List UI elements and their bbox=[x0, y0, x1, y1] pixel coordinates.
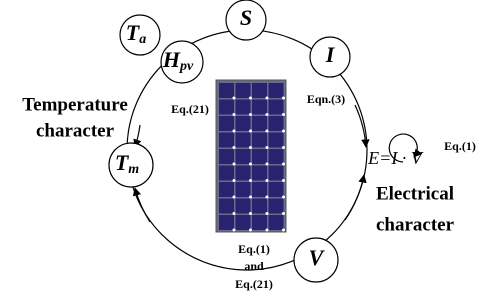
cell bbox=[219, 83, 234, 98]
cell-dot bbox=[233, 229, 236, 232]
node-subscript: pv bbox=[179, 59, 194, 74]
cell-dot bbox=[233, 130, 236, 133]
cell-dot bbox=[233, 163, 236, 166]
cell-dot bbox=[282, 179, 285, 182]
cell-dot bbox=[282, 229, 285, 232]
cell bbox=[269, 182, 284, 197]
cell-dot bbox=[249, 97, 252, 100]
cell bbox=[252, 133, 267, 148]
cell bbox=[252, 100, 267, 115]
node-symbol: S bbox=[240, 5, 252, 30]
equation: E=I · V bbox=[367, 148, 424, 168]
cell bbox=[219, 182, 234, 197]
cell bbox=[236, 166, 251, 181]
cell bbox=[252, 182, 267, 197]
solar-panel bbox=[216, 80, 286, 232]
cell-dot bbox=[282, 163, 285, 166]
cell bbox=[269, 116, 284, 131]
cell-dot bbox=[266, 229, 269, 232]
arrow bbox=[345, 175, 364, 220]
cell bbox=[269, 149, 284, 164]
cell-dot bbox=[249, 113, 252, 116]
cell-dot bbox=[233, 146, 236, 149]
cell bbox=[236, 100, 251, 115]
cell-dot bbox=[249, 163, 252, 166]
electrical-label: character bbox=[376, 214, 455, 235]
cell bbox=[252, 215, 267, 230]
cell bbox=[236, 116, 251, 131]
cell-dot bbox=[266, 146, 269, 149]
node-subscript: m bbox=[128, 162, 139, 177]
cell-dot bbox=[233, 179, 236, 182]
cell bbox=[219, 215, 234, 230]
cell bbox=[252, 199, 267, 214]
cell bbox=[236, 182, 251, 197]
cell bbox=[269, 133, 284, 148]
cell-dot bbox=[233, 113, 236, 116]
cell bbox=[219, 149, 234, 164]
eq-label: Eq.(21) bbox=[235, 277, 273, 291]
temperature-label: character bbox=[36, 120, 115, 141]
cell bbox=[236, 215, 251, 230]
cell bbox=[252, 149, 267, 164]
cell-dot bbox=[282, 196, 285, 199]
cell-dot bbox=[233, 196, 236, 199]
cell bbox=[252, 83, 267, 98]
equation-lhs: E bbox=[367, 148, 379, 168]
equation-rhs: =I · V bbox=[379, 148, 424, 168]
cell bbox=[269, 199, 284, 214]
cell bbox=[269, 166, 284, 181]
cell bbox=[269, 100, 284, 115]
cell bbox=[236, 149, 251, 164]
cell-dot bbox=[249, 179, 252, 182]
cell bbox=[219, 166, 234, 181]
eq-label: Eq.(1) bbox=[444, 139, 476, 153]
cell-dot bbox=[266, 179, 269, 182]
diagram: TaHpvSITmV Temperature character Eq.(21)… bbox=[0, 0, 481, 297]
cell-dot bbox=[249, 196, 252, 199]
cell-dot bbox=[282, 146, 285, 149]
node-label: I bbox=[325, 42, 336, 67]
eq-label: and bbox=[244, 259, 264, 273]
cell-dot bbox=[266, 130, 269, 133]
node-label: S bbox=[240, 5, 252, 30]
cell bbox=[236, 133, 251, 148]
cell-dot bbox=[266, 163, 269, 166]
cell-dot bbox=[282, 212, 285, 215]
temperature-label: Temperature bbox=[22, 94, 128, 115]
node-label: V bbox=[309, 245, 326, 270]
node-symbol: H bbox=[162, 47, 181, 72]
cell bbox=[219, 116, 234, 131]
cell-dot bbox=[282, 130, 285, 133]
cell bbox=[252, 166, 267, 181]
cell-dot bbox=[266, 212, 269, 215]
node-symbol: V bbox=[309, 245, 326, 270]
eq-label: Eqn.(3) bbox=[307, 92, 345, 106]
cell bbox=[269, 215, 284, 230]
eq-label: Eq.(21) bbox=[171, 102, 209, 116]
cell-dot bbox=[233, 97, 236, 100]
cell-dot bbox=[282, 113, 285, 116]
node-symbol: I bbox=[325, 42, 336, 67]
eq-label: Eq.(1) bbox=[238, 242, 270, 256]
cell bbox=[219, 100, 234, 115]
cell bbox=[269, 83, 284, 98]
cell bbox=[252, 116, 267, 131]
cell bbox=[219, 133, 234, 148]
node-subscript: a bbox=[139, 32, 146, 47]
cell bbox=[219, 199, 234, 214]
cell-dot bbox=[266, 196, 269, 199]
cell-dot bbox=[282, 97, 285, 100]
cell-dot bbox=[249, 146, 252, 149]
cell-dot bbox=[266, 113, 269, 116]
cell-dot bbox=[249, 229, 252, 232]
electrical-label: Electrical bbox=[376, 183, 454, 204]
cell bbox=[236, 83, 251, 98]
cell-dot bbox=[266, 97, 269, 100]
cell-dot bbox=[249, 130, 252, 133]
cell bbox=[236, 199, 251, 214]
cell-dot bbox=[233, 212, 236, 215]
cell-dot bbox=[249, 212, 252, 215]
